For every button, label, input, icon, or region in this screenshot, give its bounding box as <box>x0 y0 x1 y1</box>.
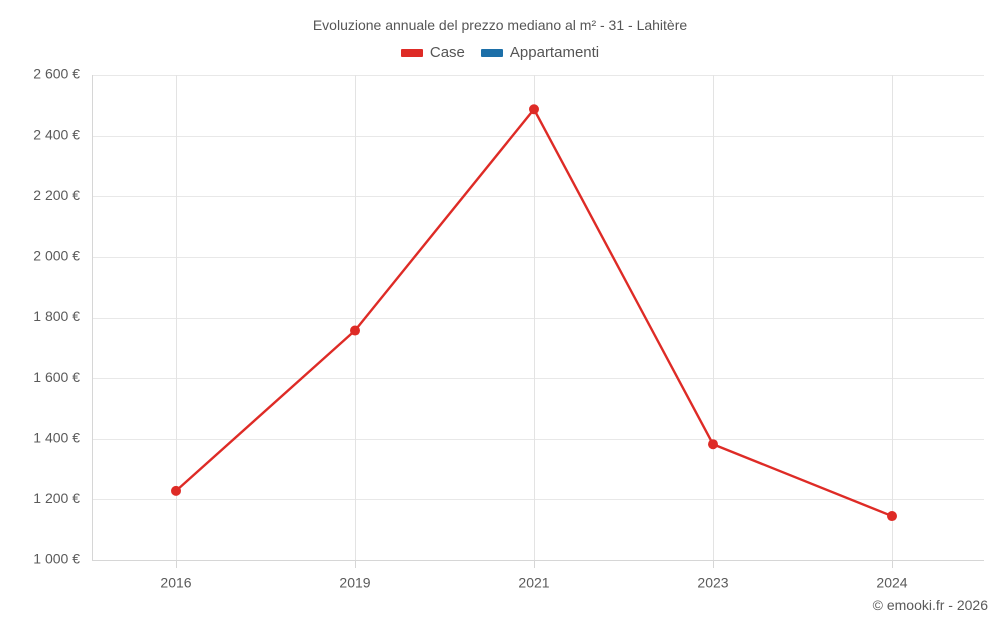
data-point-marker[interactable] <box>171 485 181 496</box>
legend-item-appartamenti[interactable]: Appartamenti <box>480 44 600 61</box>
axis-lines <box>92 75 984 568</box>
y-axis-tick-label: 1 000 € <box>33 551 80 567</box>
horizontal-gridlines <box>92 75 984 561</box>
y-axis-tick-label: 2 200 € <box>33 187 80 203</box>
legend-label-case: Case <box>429 44 465 61</box>
x-axis-tick-label: 2016 <box>160 574 191 590</box>
vertical-gridlines <box>176 75 893 560</box>
data-point-marker[interactable] <box>708 439 718 450</box>
legend-swatch-appartamenti <box>480 48 503 57</box>
data-point-marker[interactable] <box>350 325 360 336</box>
y-axis-tick-labels: 2 600 € 2 400 € 2 200 € 2 000 € 1 800 € 1 600… <box>33 66 80 567</box>
x-axis-tick-label: 2019 <box>339 574 370 590</box>
chart-title: Evoluzione annuale del prezzo mediano al… <box>312 17 688 33</box>
y-axis-tick-label: 1 600 € <box>33 369 80 385</box>
data-point-marker[interactable] <box>529 104 539 115</box>
y-axis-tick-label: 1 200 € <box>33 490 80 506</box>
legend-swatch-case <box>400 48 423 57</box>
y-axis-tick-label: 2 000 € <box>33 248 80 264</box>
chart-credit: © emooki.fr - 2026 <box>872 597 988 613</box>
x-axis-tick-label: 2024 <box>876 574 907 590</box>
y-axis-tick-label: 1 800 € <box>33 308 80 324</box>
x-axis-tick-labels: 2016 2019 2021 2023 2024 <box>160 574 907 590</box>
x-axis-tick-label: 2021 <box>518 574 549 590</box>
legend-item-case[interactable]: Case <box>400 44 465 61</box>
x-axis-tick-label: 2023 <box>697 574 728 590</box>
data-point-marker[interactable] <box>887 511 897 522</box>
legend-label-appartamenti: Appartamenti <box>509 44 600 61</box>
data-series-layer <box>171 104 897 522</box>
y-axis-tick-label: 2 400 € <box>33 126 80 142</box>
y-axis-tick-label: 1 400 € <box>33 429 80 445</box>
y-axis-tick-label: 2 600 € <box>33 66 80 82</box>
chart-legend: Case Appartamenti <box>0 44 1000 61</box>
